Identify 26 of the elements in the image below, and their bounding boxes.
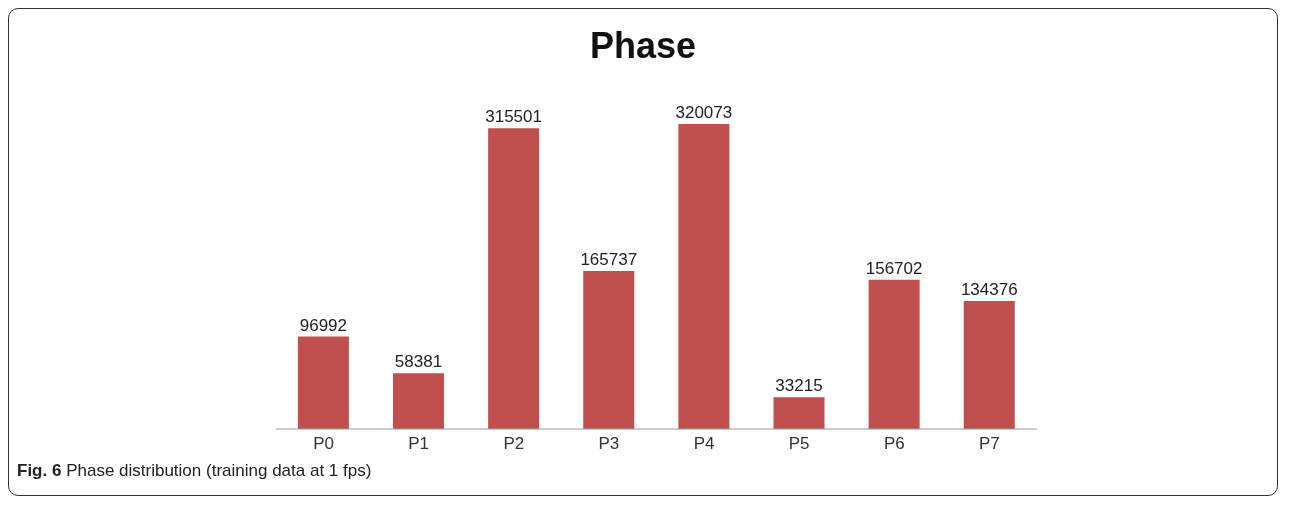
bar: [583, 271, 635, 429]
bar: [297, 336, 349, 429]
bar: [678, 124, 730, 429]
data-label: 33215: [775, 376, 823, 396]
data-label: 315501: [485, 107, 542, 127]
x-tick-label: P2: [503, 434, 525, 454]
bar: [963, 300, 1015, 429]
x-tick-label: P3: [598, 434, 620, 454]
data-label: 58381: [394, 352, 443, 372]
x-tick-label: P1: [408, 434, 430, 454]
x-tick-label: P4: [693, 434, 715, 454]
x-tick-label: P7: [979, 434, 1000, 454]
data-label: 165737: [580, 250, 638, 270]
data-label: 156702: [865, 258, 923, 278]
data-label: 134376: [960, 279, 1018, 299]
x-tick-label: P6: [883, 434, 905, 454]
bar: [868, 279, 920, 429]
bar: [393, 373, 444, 429]
x-tick-label: P5: [788, 434, 810, 454]
bar: [773, 397, 825, 429]
bar: [488, 128, 540, 429]
caption: Fig. 6 Phase distribution (training data at 1 fps): [17, 461, 373, 481]
chart-title: Phase: [588, 25, 698, 67]
data-label: 96992: [299, 315, 348, 335]
data-label: 320073: [675, 103, 733, 122]
x-tick-label: P0: [313, 434, 334, 454]
